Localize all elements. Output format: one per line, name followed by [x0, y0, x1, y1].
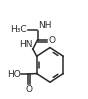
Text: NH: NH: [38, 21, 51, 30]
Text: HO: HO: [7, 69, 21, 79]
Text: H₃C: H₃C: [10, 25, 26, 34]
Text: HN: HN: [19, 40, 32, 49]
Text: O: O: [25, 85, 32, 94]
Text: O: O: [48, 36, 55, 45]
